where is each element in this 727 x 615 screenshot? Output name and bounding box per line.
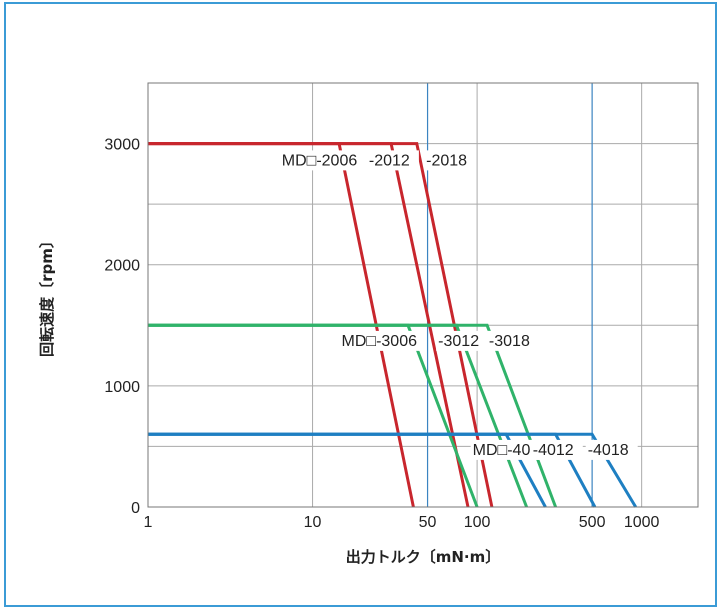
tick-labels: 1 10 50 100 500 1000 0 1000 2000 3000	[104, 137, 659, 531]
series-annotation: -4012	[533, 442, 574, 459]
chart-frame	[4, 2, 717, 607]
x-tick-label: 50	[419, 514, 437, 531]
y-tick-label: 2000	[104, 258, 140, 275]
series-annotation: -2012	[369, 152, 410, 169]
series-line	[148, 142, 494, 508]
series-lines	[148, 142, 637, 508]
series-annotation: -3018	[489, 333, 530, 350]
annotation-background	[585, 439, 638, 460]
series-annotation: -3012	[438, 333, 479, 350]
series-annotation: -2018	[426, 152, 467, 169]
plot-area-border	[147, 82, 699, 508]
annotation-background	[279, 150, 361, 171]
annotation-background	[424, 150, 477, 171]
y-tick-label: 0	[131, 500, 140, 517]
x-tick-label: 10	[304, 514, 322, 531]
annotation-background	[486, 330, 539, 351]
series-annotation: MD□-2006	[282, 152, 358, 169]
series-annotation: MD□-4006	[473, 442, 549, 459]
x-axis-label: 出力トルク〔mN·m〕	[346, 548, 501, 566]
x-tick-label: 500	[579, 514, 606, 531]
annotation-background	[436, 330, 489, 351]
series-annotations: MD□-2006 -2012 -2018 MD□-3006 -3012 -3018 MD□-…	[279, 150, 638, 460]
x-tick-label: 1000	[624, 514, 660, 531]
x-tick-label: 100	[464, 514, 491, 531]
y-tick-label: 3000	[104, 137, 140, 154]
y-tick-label: 1000	[104, 379, 140, 396]
annotation-background	[530, 439, 583, 460]
series-line	[148, 323, 558, 508]
series-annotation: -4018	[588, 442, 629, 459]
y-axis-label: 回転速度〔rpm〕	[38, 233, 56, 357]
series-annotation: MD□-3006	[342, 333, 418, 350]
series-line	[148, 323, 528, 508]
series-line	[148, 432, 637, 508]
annotation-background	[339, 330, 421, 351]
annotation-background	[366, 150, 419, 171]
x-tick-label: 1	[144, 514, 153, 531]
